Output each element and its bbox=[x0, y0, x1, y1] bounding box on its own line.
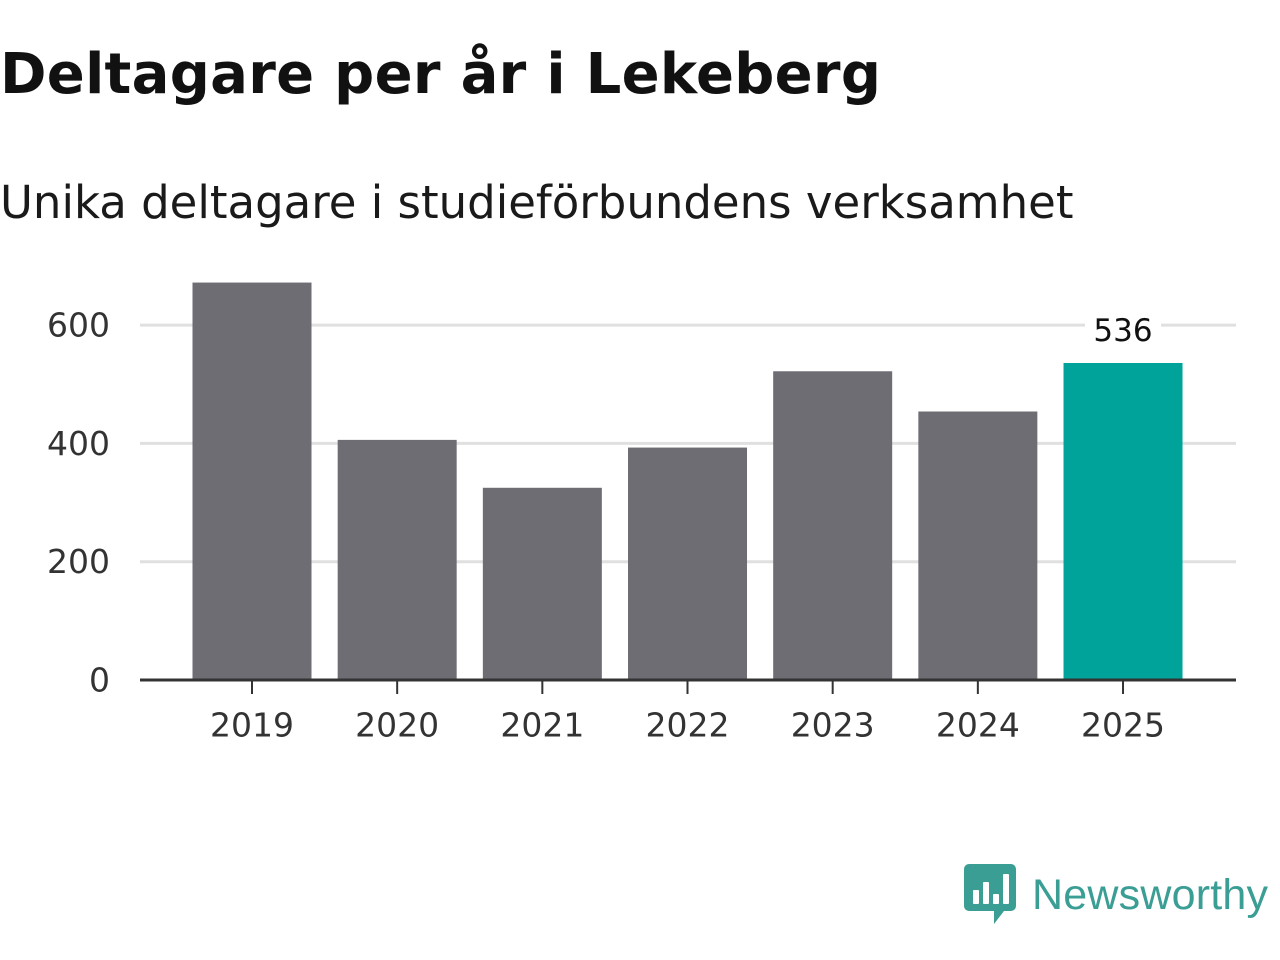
bar-2024 bbox=[918, 411, 1038, 680]
x-tick-label-2019: 2019 bbox=[210, 706, 294, 745]
brand-name: Newsworthy bbox=[1032, 870, 1269, 919]
labels: 0 200 400 600 2019 2020 2021 2022 2023 2024 2025 53… bbox=[47, 306, 1165, 745]
y-tick-label-200: 200 bbox=[47, 542, 110, 581]
bars bbox=[192, 282, 1183, 680]
newsworthy-logo-icon bbox=[964, 864, 1016, 924]
bar-2019 bbox=[192, 282, 312, 680]
x-tick-label-2021: 2021 bbox=[500, 706, 584, 745]
brand-logo-block: Newsworthy bbox=[964, 864, 1268, 926]
chart-subtitle: Unika deltagare i studieförbundens verks… bbox=[0, 176, 1074, 229]
chart-title: Deltagare per år i Lekeberg bbox=[0, 42, 882, 107]
bar-2021 bbox=[482, 487, 602, 680]
data-label-background bbox=[1085, 310, 1162, 351]
y-tick-label-600: 600 bbox=[47, 306, 110, 345]
x-tick-label-2023: 2023 bbox=[791, 706, 875, 745]
x-axis bbox=[140, 678, 1236, 694]
x-tick-label-2020: 2020 bbox=[355, 706, 439, 745]
x-tick-label-2024: 2024 bbox=[936, 706, 1020, 745]
x-tick-label-2022: 2022 bbox=[646, 706, 730, 745]
bar-2025 bbox=[1063, 362, 1183, 680]
bar-2023 bbox=[773, 371, 893, 680]
bar-2020 bbox=[337, 439, 457, 680]
y-tick-label-0: 0 bbox=[89, 661, 110, 700]
x-tick-label-2025: 2025 bbox=[1081, 706, 1165, 745]
y-tick-label-400: 400 bbox=[47, 424, 110, 463]
data-label-2025: 536 bbox=[1093, 313, 1152, 349]
bar-2022 bbox=[628, 447, 748, 680]
